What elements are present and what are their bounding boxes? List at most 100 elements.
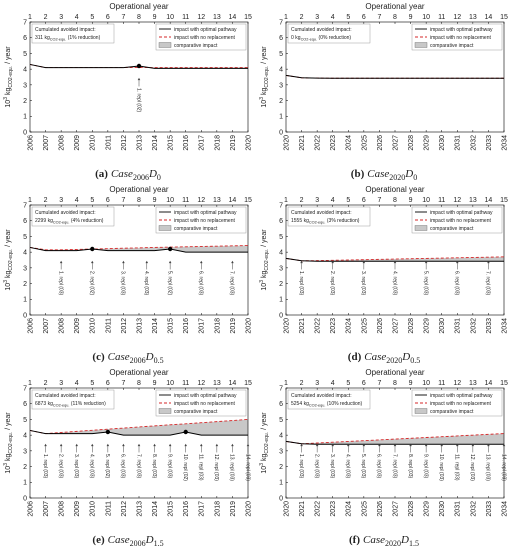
y-tick-label: 3 [279, 448, 283, 455]
y-axis-title: 103kgCO2-equ. / year [3, 229, 14, 291]
caption-mid: D [404, 168, 413, 180]
x2-tick-label: 9 [153, 197, 157, 204]
y-title-unit-sub: CO2-equ. [8, 432, 14, 454]
x2-tick-label: 9 [409, 197, 413, 204]
x-tick-label: 2016 [183, 501, 190, 517]
x2-tick-label: 4 [75, 197, 79, 204]
x-tick-label: 2020 [283, 318, 290, 334]
x-tick-label: 2025 [361, 501, 368, 517]
x-tick-label: 2009 [74, 501, 81, 517]
x-tick-label: 2008 [59, 318, 66, 334]
legend-label: impact with no replacement [174, 218, 235, 224]
y-title-unit: kg [261, 454, 268, 462]
y-tick-label: 1 [279, 297, 283, 304]
y-tick-label: 1 [23, 297, 27, 304]
x-tick-label: 2030 [439, 135, 446, 151]
x2-tick-label: 11 [182, 14, 189, 21]
x2-tick-label: 8 [137, 197, 141, 204]
x2-tick-label: 14 [229, 380, 237, 387]
caption-label: (a) [95, 168, 108, 180]
caption-main: Case [108, 351, 130, 363]
x2-tick-label: 3 [59, 14, 63, 21]
series-line [29, 246, 248, 253]
y-title-exp: 3 [3, 97, 9, 100]
x-tick-label: 2011 [105, 501, 112, 516]
annotation-label: 10. repl (02) [182, 454, 188, 481]
x2-axis-title: Operational year [109, 2, 168, 11]
x2-tick-label: 2 [300, 197, 304, 204]
y-title-exp: 3 [259, 463, 265, 466]
avoided-title: Cumulated avoided impact: [291, 210, 352, 216]
x2-tick-label: 1 [28, 380, 32, 387]
x-tick-label: 2022 [315, 318, 322, 334]
y-tick-label: 4 [279, 250, 283, 257]
x2-tick-label: 10 [422, 14, 430, 21]
avoided-number: 1555 [291, 218, 302, 224]
caption-sub2: 1.5 [154, 539, 164, 548]
annotation-label: 4. repl (03) [143, 271, 149, 296]
y-title-exp: 3 [3, 280, 9, 283]
avoided-number: 311 [35, 35, 43, 41]
x2-tick-label: 13 [213, 197, 221, 204]
arrow-head [106, 443, 110, 447]
x2-tick-label: 6 [362, 197, 366, 204]
x-tick-label: 2021 [299, 318, 306, 334]
arrow-head [90, 260, 94, 264]
y-tick-label: 2 [23, 98, 27, 105]
y-tick-label: 7 [279, 202, 283, 209]
arrow-head [487, 260, 490, 264]
x-tick-label: 2024 [346, 135, 353, 151]
x2-tick-label: 12 [453, 197, 461, 204]
caption-mid: D [145, 534, 154, 546]
y-tick-label: 2 [279, 98, 283, 105]
y-title-exp: 3 [259, 97, 265, 100]
annotation-label: 2. repl (03) [57, 454, 63, 479]
x2-axis-title: Operational year [365, 185, 424, 194]
annotation-label: 1. repl (02) [135, 88, 141, 113]
x-tick-label: 2028 [408, 318, 415, 334]
x-tick-label: 2017 [199, 501, 206, 517]
series-line [285, 74, 504, 79]
legend-label: impact with optimal pathway [174, 210, 237, 216]
x-tick-label: 2027 [392, 135, 399, 151]
x2-tick-label: 5 [346, 380, 350, 387]
y-tick-label: 5 [23, 417, 27, 424]
y-title-exp: 3 [259, 280, 265, 283]
x-tick-label: 2016 [183, 135, 190, 151]
avoided-box [287, 389, 371, 410]
legend-swatch [158, 225, 172, 231]
x2-tick-label: 3 [315, 380, 319, 387]
x-tick-label: 2007 [43, 318, 50, 334]
legend-swatch [414, 225, 428, 231]
annotation-label: 2. repl (03) [313, 454, 319, 479]
x-tick-label: 2009 [74, 135, 81, 151]
x2-tick-label: 15 [244, 14, 252, 21]
y-tick-label: 6 [23, 35, 27, 42]
y-title-per: / year [261, 412, 268, 430]
x2-tick-label: 14 [485, 380, 493, 387]
x-tick-label: 2022 [315, 135, 322, 151]
x2-tick-label: 9 [153, 14, 157, 21]
x2-tick-label: 3 [315, 14, 319, 21]
x-tick-label: 2010 [90, 501, 97, 517]
x2-tick-label: 1 [284, 197, 288, 204]
comparative-area [286, 433, 504, 445]
x2-tick-label: 2 [44, 197, 48, 204]
y-title-unit-sub: CO2-equ. [264, 66, 270, 88]
arrow-head [246, 443, 250, 447]
x-tick-label: 2017 [199, 318, 206, 334]
x-tick-label: 2021 [299, 501, 306, 517]
x2-tick-label: 8 [137, 14, 141, 21]
arrow-head [315, 443, 319, 447]
x2-tick-label: 5 [90, 197, 94, 204]
x2-tick-label: 13 [469, 380, 477, 387]
avoided-value: 2299 kgCO2-equ. (4% reduction) [35, 218, 104, 225]
x-tick-label: 2030 [439, 318, 446, 334]
x-tick-label: 2007 [43, 501, 50, 517]
x-tick-label: 2029 [424, 501, 431, 517]
x-tick-label: 2023 [330, 501, 337, 517]
x-tick-label: 2028 [408, 501, 415, 517]
x-tick-label: 2007 [43, 135, 50, 151]
